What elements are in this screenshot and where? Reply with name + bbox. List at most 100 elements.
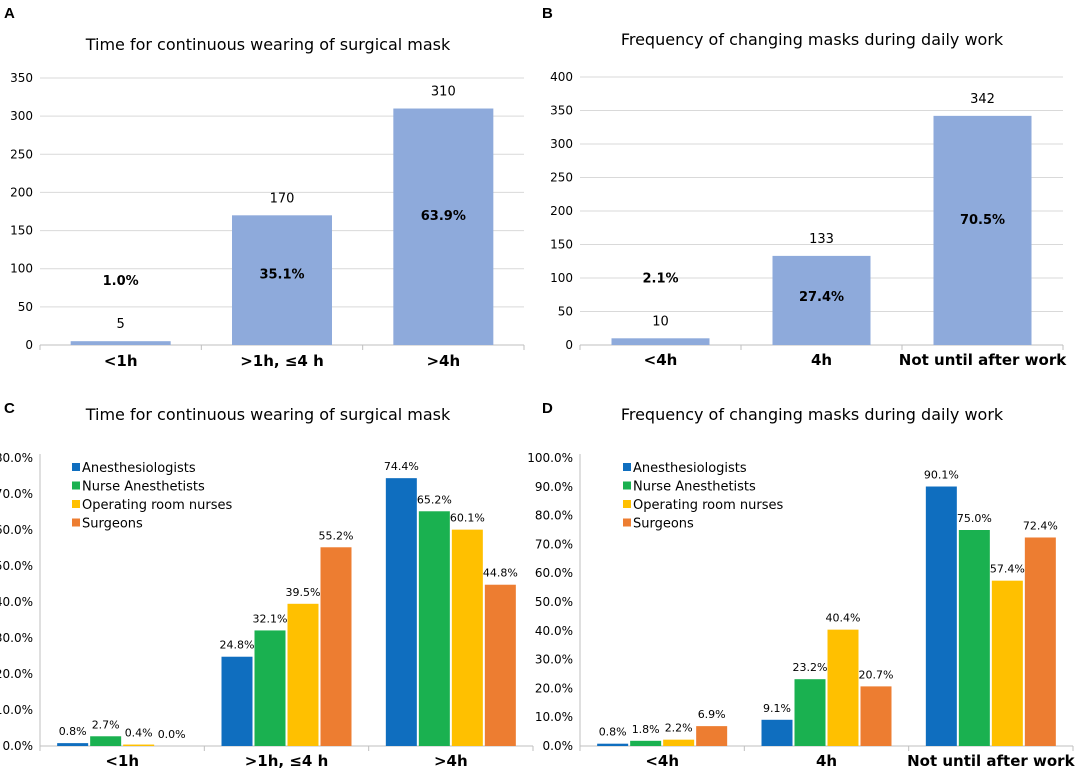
bar xyxy=(393,108,494,345)
chart-title: Frequency of changing masks during daily… xyxy=(621,405,1004,424)
percent-label: 63.9% xyxy=(421,209,466,224)
data-label: 44.8% xyxy=(483,567,518,580)
bar-surgeons xyxy=(320,547,352,746)
y-tick-label: 60.0% xyxy=(0,523,33,537)
y-tick-label: 100 xyxy=(550,271,573,285)
y-tick-label: 50 xyxy=(558,305,573,319)
category-label: <4h xyxy=(645,752,679,770)
bar-nurse-anesthetists xyxy=(418,511,450,746)
data-label: 9.1% xyxy=(763,702,791,715)
bar-anesthesiologists xyxy=(925,486,957,746)
data-label: 57.4% xyxy=(990,563,1025,576)
data-label: 40.4% xyxy=(826,612,861,625)
y-tick-label: 90.0% xyxy=(535,480,573,494)
y-tick-label: 10.0% xyxy=(535,710,573,724)
y-tick-label: 350 xyxy=(550,104,573,118)
percent-label: 70.5% xyxy=(960,213,1005,228)
y-tick-label: 50 xyxy=(18,300,33,314)
data-label: 24.8% xyxy=(220,639,255,652)
y-tick-label: 200 xyxy=(550,204,573,218)
panel-c: C Time for continuous wearing of surgical… xyxy=(0,400,534,770)
y-tick-label: 0 xyxy=(565,338,573,352)
data-label: 32.1% xyxy=(253,612,288,625)
category-label: >4h xyxy=(434,752,468,770)
panel-letter: C xyxy=(4,400,15,417)
bar-surgeons xyxy=(1024,537,1056,746)
bar-anesthesiologists xyxy=(57,743,89,746)
legend-label: Nurse Anesthetists xyxy=(633,480,756,495)
value-label: 170 xyxy=(270,191,295,206)
category-label: <1h xyxy=(105,752,139,770)
data-label: 55.2% xyxy=(319,529,354,542)
category-label: >1h, ≤4 h xyxy=(240,352,324,370)
bar-operating-room-nurses xyxy=(991,580,1023,746)
y-tick-label: 40.0% xyxy=(535,624,573,638)
bar-operating-room-nurses xyxy=(827,629,859,746)
y-tick-label: 60.0% xyxy=(535,566,573,580)
data-label: 2.2% xyxy=(665,722,693,735)
panel-b: B Frequency of changing masks during dail… xyxy=(542,5,1067,369)
y-tick-label: 80.0% xyxy=(535,509,573,523)
y-tick-label: 30.0% xyxy=(0,631,33,645)
data-label: 23.2% xyxy=(793,661,828,674)
category-label: 4h xyxy=(816,752,837,770)
data-label: 0.8% xyxy=(599,726,627,739)
legend-label: Anesthesiologists xyxy=(633,461,747,476)
y-tick-label: 250 xyxy=(550,171,573,185)
bar-operating-room-nurses xyxy=(451,529,483,746)
data-label: 0.8% xyxy=(59,725,87,738)
bar-anesthesiologists xyxy=(761,719,793,746)
y-tick-label: 150 xyxy=(10,224,33,238)
value-label: 10 xyxy=(652,314,669,329)
percent-label: 35.1% xyxy=(259,268,304,283)
bar xyxy=(611,338,710,345)
bar xyxy=(70,341,171,345)
y-tick-label: 10.0% xyxy=(0,703,33,717)
y-tick-label: 70.0% xyxy=(535,537,573,551)
legend-swatch xyxy=(623,481,631,490)
value-label: 342 xyxy=(970,92,995,107)
chart-title: Time for continuous wearing of surgical … xyxy=(85,35,451,54)
panel-letter: A xyxy=(4,5,15,22)
bar xyxy=(933,115,1032,345)
bar-anesthesiologists xyxy=(385,478,417,746)
percent-label: 2.1% xyxy=(642,271,678,286)
bar-nurse-anesthetists xyxy=(254,630,286,746)
bar-operating-room-nurses xyxy=(663,739,695,746)
bar-surgeons xyxy=(860,686,892,746)
bar xyxy=(772,255,871,345)
bar-operating-room-nurses xyxy=(123,744,155,746)
bar-nurse-anesthetists xyxy=(794,679,826,746)
y-tick-label: 250 xyxy=(10,147,33,161)
y-tick-label: 0.0% xyxy=(543,739,574,753)
y-tick-label: 50.0% xyxy=(0,559,33,573)
percent-label: 1.0% xyxy=(103,274,139,289)
chart-title: Frequency of changing masks during daily… xyxy=(621,30,1004,49)
legend-swatch xyxy=(623,500,631,508)
y-tick-label: 300 xyxy=(10,109,33,123)
legend-swatch xyxy=(72,500,80,508)
y-tick-label: 70.0% xyxy=(0,487,33,501)
panel-letter: B xyxy=(542,5,553,22)
data-label: 1.8% xyxy=(632,723,660,736)
legend-swatch xyxy=(623,518,631,527)
category-label: >4h xyxy=(426,352,460,370)
legend-label: Operating room nurses xyxy=(82,498,232,513)
y-tick-label: 400 xyxy=(550,70,573,84)
bar-nurse-anesthetists xyxy=(90,736,122,746)
y-tick-label: 80.0% xyxy=(0,451,33,465)
bar-anesthesiologists xyxy=(221,656,253,746)
bar-nurse-anesthetists xyxy=(958,530,990,746)
bar-surgeons xyxy=(696,726,728,746)
y-tick-label: 350 xyxy=(10,71,33,85)
y-tick-label: 300 xyxy=(550,137,573,151)
y-tick-label: 20.0% xyxy=(535,681,573,695)
y-tick-label: 50.0% xyxy=(535,595,573,609)
bar-operating-room-nurses xyxy=(287,603,319,746)
legend-swatch xyxy=(623,463,631,471)
y-tick-label: 0 xyxy=(25,338,33,352)
data-label: 2.7% xyxy=(92,718,120,731)
data-label: 75.0% xyxy=(957,512,992,525)
data-label: 72.4% xyxy=(1023,519,1058,532)
category-label: Not until after work xyxy=(899,351,1067,369)
